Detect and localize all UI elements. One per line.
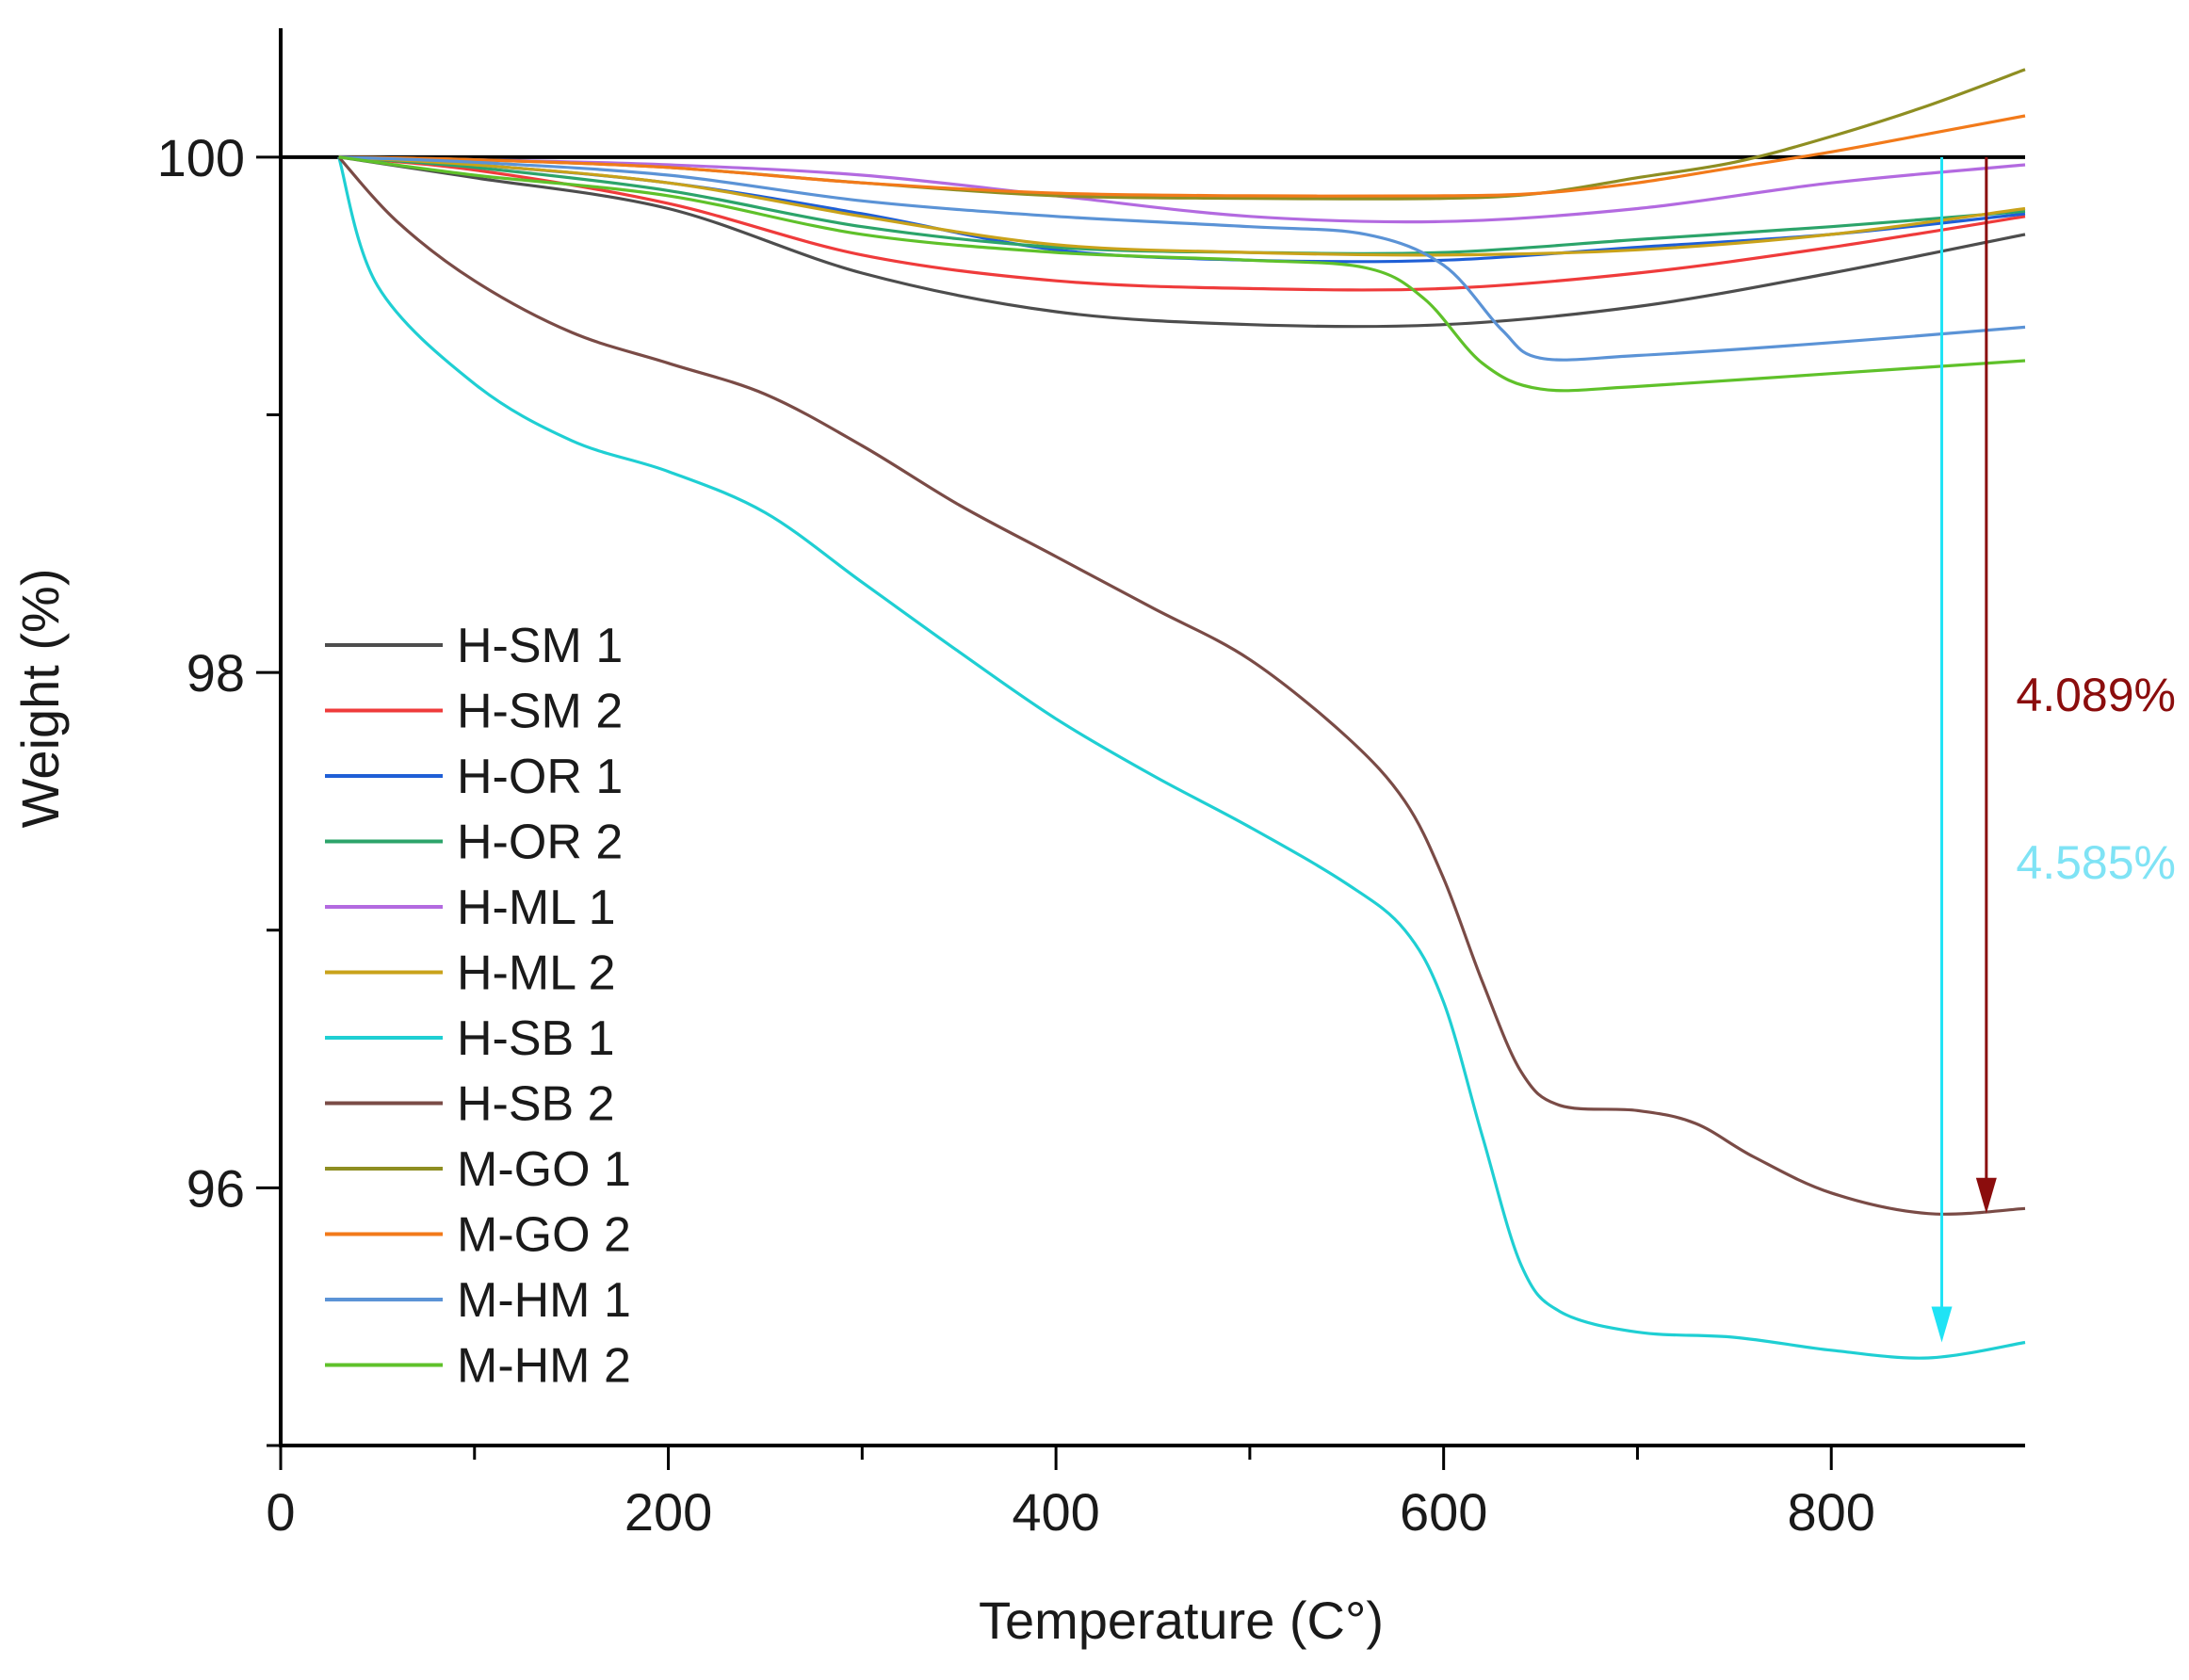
plot-area xyxy=(281,28,2025,1446)
legend: H-SM 1 H-SM 2 H-OR 1 H-OR 2 H-ML 1 H-ML 2 H-SB… xyxy=(325,619,631,1394)
annotation-label-1: 4.089% xyxy=(2016,669,2176,721)
series-layer xyxy=(337,68,2026,1360)
y-tick-label-96: 96 xyxy=(186,1158,245,1218)
x-tick-label-400: 400 xyxy=(1012,1482,1099,1542)
annotation-label-2: 4.585% xyxy=(2016,836,2176,889)
axes-layer: 0 200 400 600 800 96 98 100 xyxy=(157,28,2025,1542)
y-axis-title: Weight (%) xyxy=(10,568,70,828)
legend-label: M-HM 2 xyxy=(457,1339,631,1394)
legend-label: H-OR 2 xyxy=(457,816,623,870)
series-line-m-hm-2 xyxy=(338,155,2026,393)
x-tick-label-800: 800 xyxy=(1788,1482,1875,1542)
x-tick-label-600: 600 xyxy=(1400,1482,1487,1542)
x-tick-label-0: 0 xyxy=(266,1482,295,1542)
series-line-h-ml-2 xyxy=(338,155,2026,257)
legend-label: H-ML 2 xyxy=(457,946,616,1001)
legend-label: M-HM 1 xyxy=(457,1273,631,1328)
x-tick-label-200: 200 xyxy=(624,1482,712,1542)
y-tick-label-100: 100 xyxy=(157,128,245,187)
legend-label: M-GO 1 xyxy=(457,1142,631,1197)
annotation-arrowhead-1 xyxy=(1975,1177,1997,1214)
series-line-h-sm-2 xyxy=(338,155,2026,292)
series-line-h-sm-1 xyxy=(338,155,2026,329)
legend-label: H-SM 1 xyxy=(457,619,623,673)
y-tick-label-98: 98 xyxy=(186,643,245,703)
x-axis-title: Temperature (C°) xyxy=(979,1591,1384,1650)
series-line-m-go-2 xyxy=(338,114,2026,198)
legend-label: H-OR 1 xyxy=(457,750,623,804)
legend-label: H-ML 1 xyxy=(457,880,616,935)
legend-label: H-SB 1 xyxy=(457,1011,615,1066)
series-line-h-sb-1 xyxy=(337,156,2026,1360)
series-line-m-hm-1 xyxy=(338,155,2026,362)
legend-label: H-SM 2 xyxy=(457,685,623,739)
plot-background xyxy=(281,28,2025,1446)
legend-label: H-SB 2 xyxy=(457,1077,615,1132)
legend-label: M-GO 2 xyxy=(457,1208,631,1263)
annotation-layer: 4.089% 4.585% xyxy=(1931,156,2176,1343)
series-line-h-sb-2 xyxy=(337,155,2026,1216)
annotation-arrowhead-2 xyxy=(1931,1306,1953,1343)
